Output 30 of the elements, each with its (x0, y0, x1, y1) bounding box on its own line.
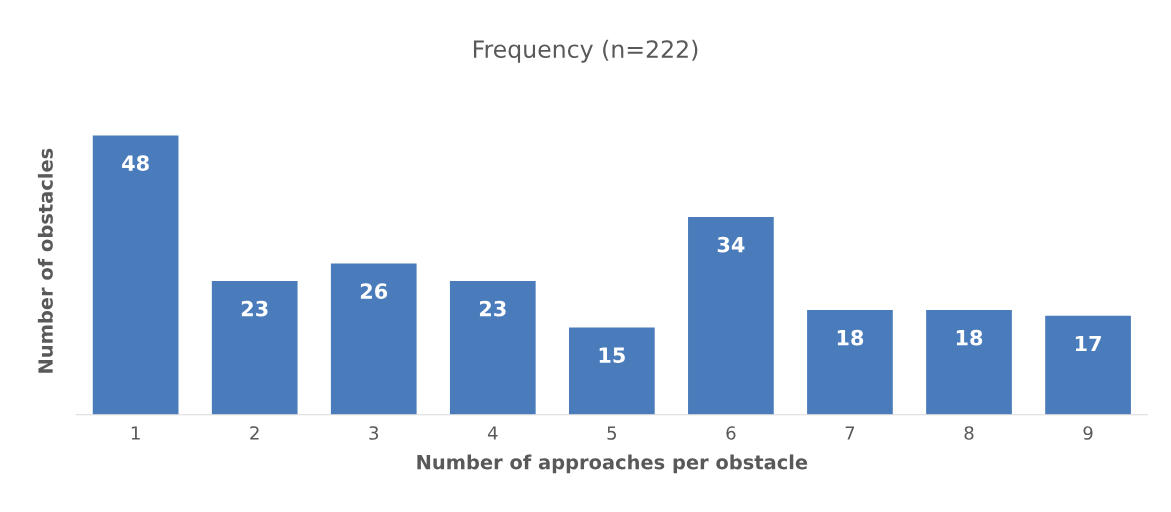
bar (330, 263, 417, 415)
x-tick-label: 8 (964, 426, 974, 440)
x-axis-title: Number of approaches per obstacle (417, 454, 808, 474)
y-axis-title: Number of obstacles (37, 148, 53, 373)
x-tick-label: 2 (250, 426, 259, 440)
data-label: 23 (241, 300, 268, 317)
x-tick-label: 5 (607, 426, 617, 440)
data-label: 18 (837, 329, 864, 346)
bar (449, 280, 536, 415)
bar (688, 216, 774, 415)
x-tick-label: 4 (487, 426, 498, 440)
bar (926, 309, 1012, 415)
x-tick-label: 7 (845, 426, 855, 440)
data-label: 17 (1075, 335, 1101, 352)
data-label: 15 (599, 347, 625, 364)
x-tick-label: 1 (131, 426, 140, 440)
data-label: 48 (122, 155, 149, 172)
x-tick-label: 3 (369, 426, 379, 440)
bar (807, 309, 893, 415)
x-tick-label: 6 (726, 426, 736, 440)
data-label: 18 (956, 329, 983, 346)
chart-title: Frequency (n=222) (473, 39, 698, 63)
data-label: 26 (360, 283, 388, 300)
data-label: 23 (479, 300, 506, 317)
bar (211, 280, 298, 415)
bar (568, 327, 655, 415)
data-label: 34 (717, 236, 745, 253)
x-tick-label: 9 (1083, 426, 1093, 440)
bar (1045, 315, 1131, 415)
bar (92, 135, 179, 415)
